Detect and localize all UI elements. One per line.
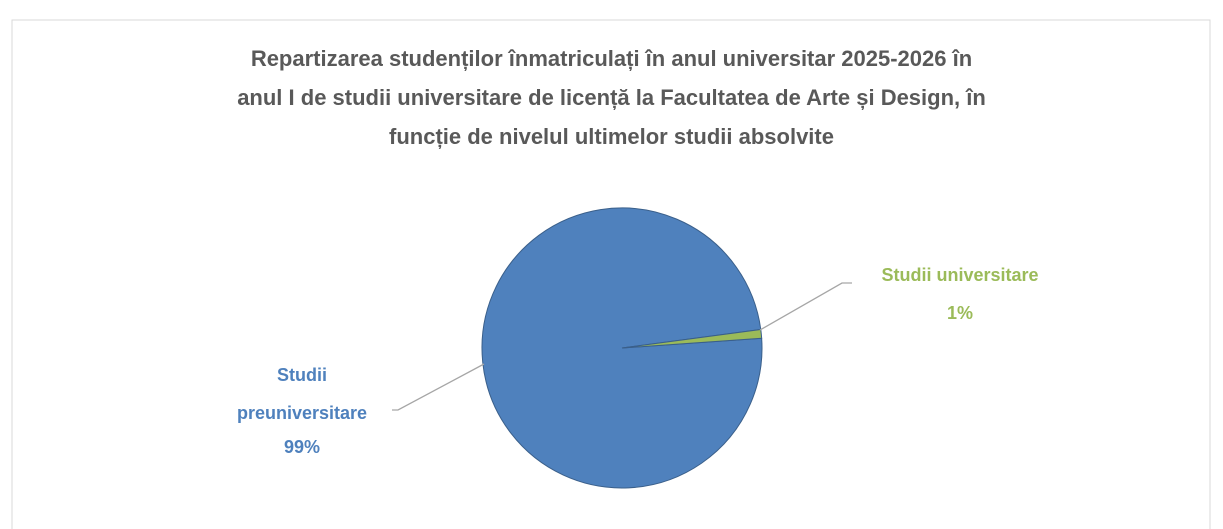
chart-title: anul I de studii universitare de licență… [237, 85, 986, 110]
pie [481, 207, 763, 489]
leader-line [759, 282, 852, 331]
chart-title: Repartizarea studenților înmatriculați î… [250, 46, 973, 71]
chart-frame [11, 19, 1211, 529]
data-label: Studii preuniversitare 99% [222, 356, 382, 462]
value-label: 1% [946, 303, 973, 323]
category-label: Studii preuniversitare [236, 365, 368, 423]
chart-title: funcție de nivelul ultimelor studii abso… [389, 124, 834, 149]
value-label: 99% [283, 437, 321, 457]
category-label: Studii universitare [881, 265, 1039, 285]
data-label: Studii universitare 1% [850, 256, 1070, 332]
leader-line [392, 363, 485, 411]
